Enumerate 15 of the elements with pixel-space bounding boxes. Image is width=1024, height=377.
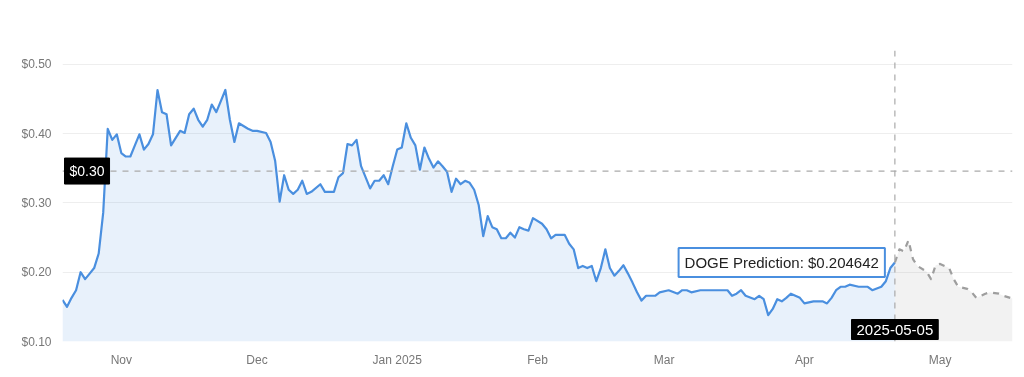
x-tick-label: Mar [653,352,675,367]
y-tick-label: $0.10 [21,334,52,349]
x-tick-label: May [928,352,952,367]
annotation: $0.30 [69,163,105,180]
x-tick-label: Feb [527,352,549,367]
y-tick-label: $0.20 [21,265,52,280]
x-tick-label: Nov [110,352,132,367]
y-tick-label: $0.30 [21,195,52,210]
x-tick-label: Jan 2025 [372,352,423,367]
y-tick-label: $0.50 [21,57,52,72]
y-tick-label: $0.40 [21,126,52,141]
annotation: DOGE Prediction: $0.204642 [684,254,879,272]
x-tick-label: Apr [795,352,814,367]
ref-line-label: 2025-05-05 [856,320,934,338]
x-tick-label: Dec [246,352,268,367]
